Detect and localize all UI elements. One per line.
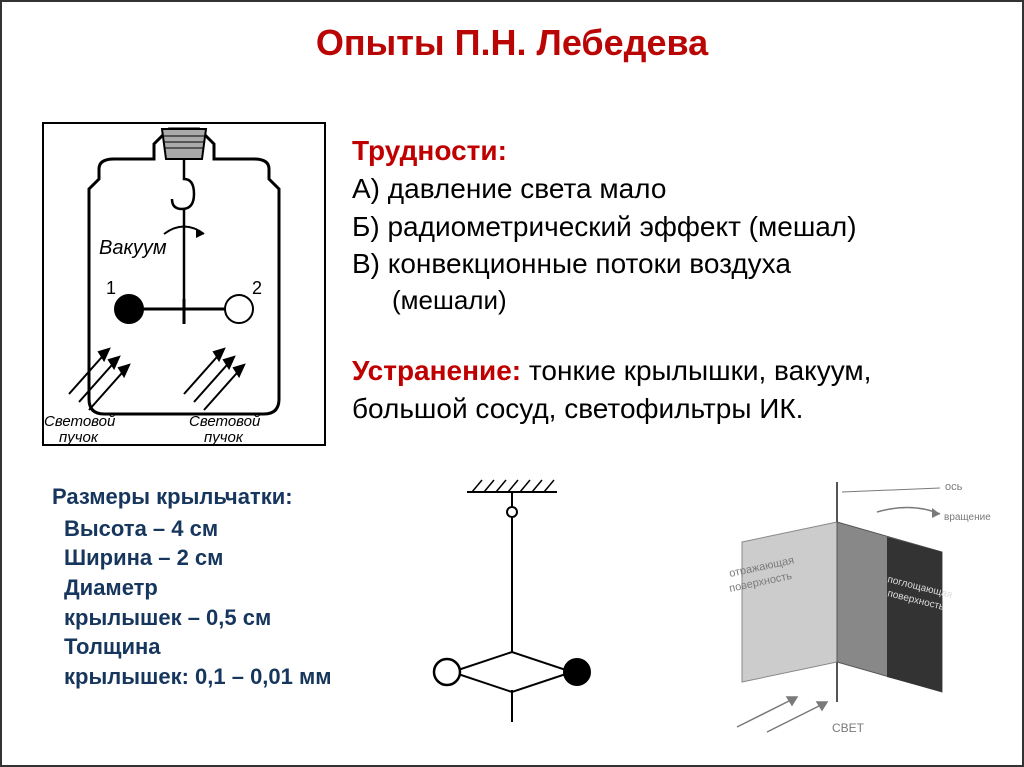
- jar-num-2: 2: [252, 278, 262, 298]
- jar-num-1: 1: [106, 278, 116, 298]
- size-thickness-1: Толщина: [52, 632, 342, 662]
- difficulties-header: Трудности:: [352, 132, 992, 170]
- light-label-right-1: Световой: [189, 413, 261, 430]
- slide-frame: Опыты П.Н. Лебедева: [0, 0, 1024, 767]
- size-width: Ширина – 2 см: [52, 543, 342, 573]
- difficulty-c-l1: В) конвекционные потоки воздуха: [352, 245, 992, 283]
- size-thickness-2: крылышек: 0,1 – 0,01 мм: [52, 662, 342, 692]
- elimination-block: Устранение: тонкие крылышки, вакуум, бол…: [352, 352, 992, 428]
- light-label-left-1: Световой: [44, 413, 116, 430]
- slide-title: Опыты П.Н. Лебедева: [2, 22, 1022, 64]
- sizes-header: Размеры крыльчатки:: [52, 482, 342, 512]
- elimination-text-2: большой сосуд, светофильтры ИК.: [352, 390, 992, 428]
- size-diameter-1: Диаметр: [52, 573, 342, 603]
- rotation-label: вращение: [944, 512, 991, 523]
- surfaces-diagram: ось вращение отражающая поверхность погл…: [682, 472, 992, 742]
- size-height: Высота – 4 см: [52, 514, 342, 544]
- size-diameter-2: крылышек – 0,5 см: [52, 603, 342, 633]
- light-label-left-2: пучок: [59, 429, 99, 444]
- sizes-block: Размеры крыльчатки: Высота – 4 см Ширина…: [52, 482, 342, 692]
- elimination-text-1: тонкие крылышки, вакуум,: [521, 355, 871, 386]
- vacuum-label: Вакуум: [99, 237, 167, 259]
- light-label: СВЕТ: [832, 721, 865, 735]
- elimination-header: Устранение:: [352, 355, 521, 386]
- difficulty-c-l2: (мешали): [352, 283, 992, 318]
- axis-label: ось: [945, 481, 963, 493]
- difficulty-a: А) давление света мало: [352, 170, 992, 208]
- difficulty-b: Б) радиометрический эффект (мешал): [352, 208, 992, 246]
- pendulum-diagram: [382, 472, 642, 742]
- jar-diagram: Вакуум 1 2 Световой пучок Световой пучок: [42, 122, 326, 446]
- light-label-right-2: пучок: [204, 429, 244, 444]
- difficulties-block: Трудности: А) давление света мало Б) рад…: [352, 132, 992, 318]
